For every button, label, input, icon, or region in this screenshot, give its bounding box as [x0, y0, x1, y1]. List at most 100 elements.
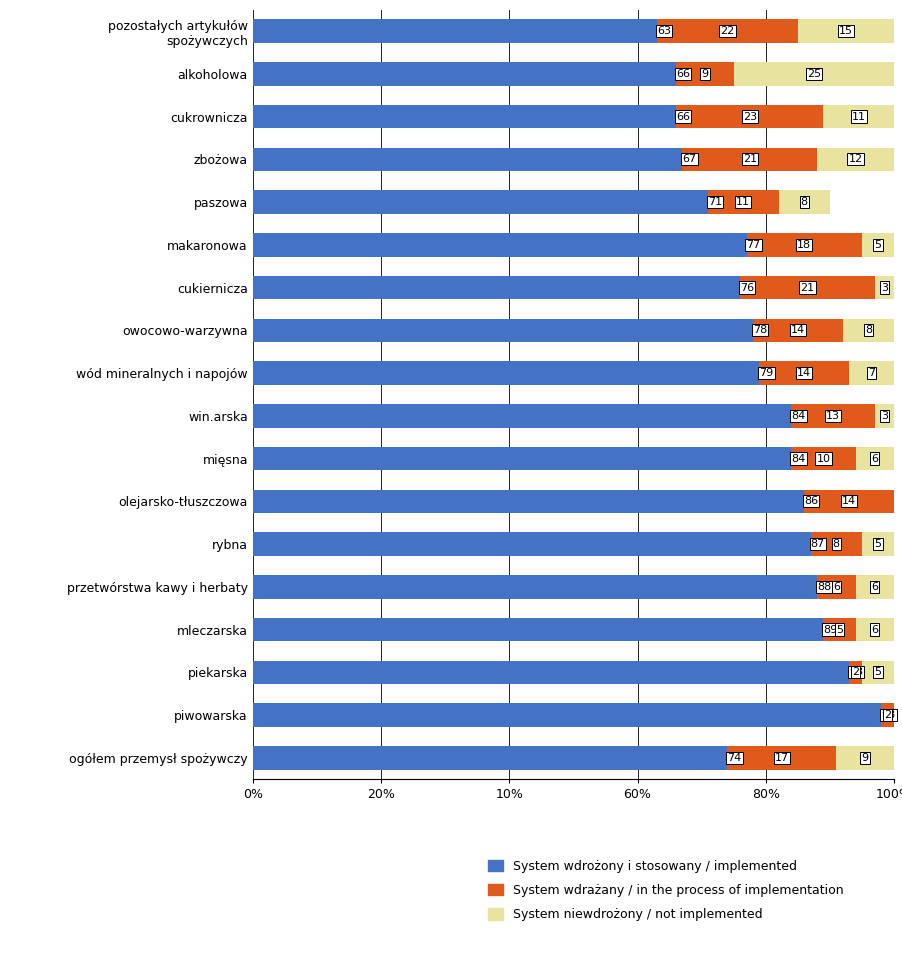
Bar	[253, 660, 848, 684]
Text: 74: 74	[726, 753, 741, 763]
Text: 14: 14	[796, 368, 810, 378]
Text: 84: 84	[790, 454, 805, 464]
Text: 25: 25	[805, 69, 820, 79]
Text: 78: 78	[752, 325, 767, 335]
Bar	[676, 105, 823, 129]
Bar	[656, 19, 797, 43]
Text: 23: 23	[741, 112, 756, 122]
Bar	[726, 746, 835, 769]
Text: 86: 86	[804, 497, 817, 506]
Text: 89: 89	[823, 624, 837, 635]
Text: 84: 84	[790, 411, 805, 421]
Text: 6: 6	[832, 581, 839, 592]
Bar	[874, 276, 893, 299]
Text: 71: 71	[707, 197, 722, 207]
Text: 87: 87	[810, 539, 824, 549]
Bar	[842, 318, 893, 342]
Bar	[676, 62, 732, 86]
Bar	[746, 233, 861, 256]
Text: 93: 93	[848, 667, 862, 677]
Text: 6: 6	[870, 581, 878, 592]
Bar	[253, 62, 676, 86]
Legend: System wdrożony i stosowany / implemented, System wdrażany / in the process of i: System wdrożony i stosowany / implemente…	[483, 855, 848, 926]
Bar	[253, 447, 790, 470]
Text: 21: 21	[741, 154, 756, 165]
Bar	[790, 447, 854, 470]
Text: 15: 15	[838, 26, 852, 36]
Bar	[861, 533, 893, 556]
Text: 5: 5	[873, 667, 880, 677]
Bar	[854, 618, 893, 641]
Bar	[253, 703, 880, 727]
Text: 2: 2	[851, 667, 858, 677]
Text: 7: 7	[867, 368, 874, 378]
Text: 88: 88	[816, 581, 831, 592]
Text: 2: 2	[883, 710, 890, 720]
Bar	[253, 746, 726, 769]
Bar	[253, 233, 746, 256]
Bar	[253, 105, 676, 129]
Text: 6: 6	[870, 624, 878, 635]
Text: 11: 11	[735, 197, 750, 207]
Text: 12: 12	[848, 154, 861, 165]
Bar	[861, 233, 893, 256]
Text: 5: 5	[873, 240, 880, 250]
Bar	[732, 62, 893, 86]
Bar	[823, 105, 893, 129]
Bar	[880, 703, 893, 727]
Bar	[823, 618, 854, 641]
Bar	[253, 618, 823, 641]
Bar	[790, 404, 874, 428]
Bar	[253, 190, 707, 214]
Text: 8: 8	[832, 539, 839, 549]
Bar	[854, 575, 893, 599]
Bar	[253, 575, 816, 599]
Bar	[740, 276, 874, 299]
Bar	[253, 148, 682, 171]
Bar	[848, 660, 861, 684]
Text: 67: 67	[682, 154, 695, 165]
Bar	[861, 660, 893, 684]
Bar	[707, 190, 778, 214]
Bar	[253, 490, 804, 513]
Bar	[253, 19, 656, 43]
Text: 76: 76	[740, 282, 753, 292]
Text: 5: 5	[873, 539, 880, 549]
Bar	[253, 318, 752, 342]
Text: 98: 98	[880, 710, 895, 720]
Bar	[810, 533, 861, 556]
Bar	[752, 318, 842, 342]
Text: 11: 11	[851, 112, 865, 122]
Bar	[253, 361, 759, 385]
Text: 14: 14	[841, 497, 855, 506]
Bar	[816, 148, 893, 171]
Bar	[804, 490, 893, 513]
Bar	[759, 361, 848, 385]
Text: 3: 3	[879, 282, 887, 292]
Bar	[797, 19, 893, 43]
Text: 21: 21	[799, 282, 814, 292]
Bar	[682, 148, 816, 171]
Text: 66: 66	[676, 112, 689, 122]
Text: 79: 79	[759, 368, 773, 378]
Text: 6: 6	[870, 454, 878, 464]
Bar	[854, 447, 893, 470]
Text: 3: 3	[879, 411, 887, 421]
Bar	[816, 575, 854, 599]
Bar	[253, 533, 810, 556]
Text: 10: 10	[815, 454, 830, 464]
Text: 14: 14	[790, 325, 804, 335]
Text: 5: 5	[835, 624, 842, 635]
Bar	[848, 361, 893, 385]
Bar	[778, 190, 829, 214]
Text: 18: 18	[796, 240, 810, 250]
Bar	[874, 404, 893, 428]
Text: 17: 17	[774, 753, 788, 763]
Bar	[253, 276, 740, 299]
Text: 77: 77	[746, 240, 759, 250]
Bar	[835, 746, 893, 769]
Bar	[253, 404, 790, 428]
Text: 22: 22	[720, 26, 733, 36]
Text: 9: 9	[701, 69, 707, 79]
Text: 8: 8	[800, 197, 807, 207]
